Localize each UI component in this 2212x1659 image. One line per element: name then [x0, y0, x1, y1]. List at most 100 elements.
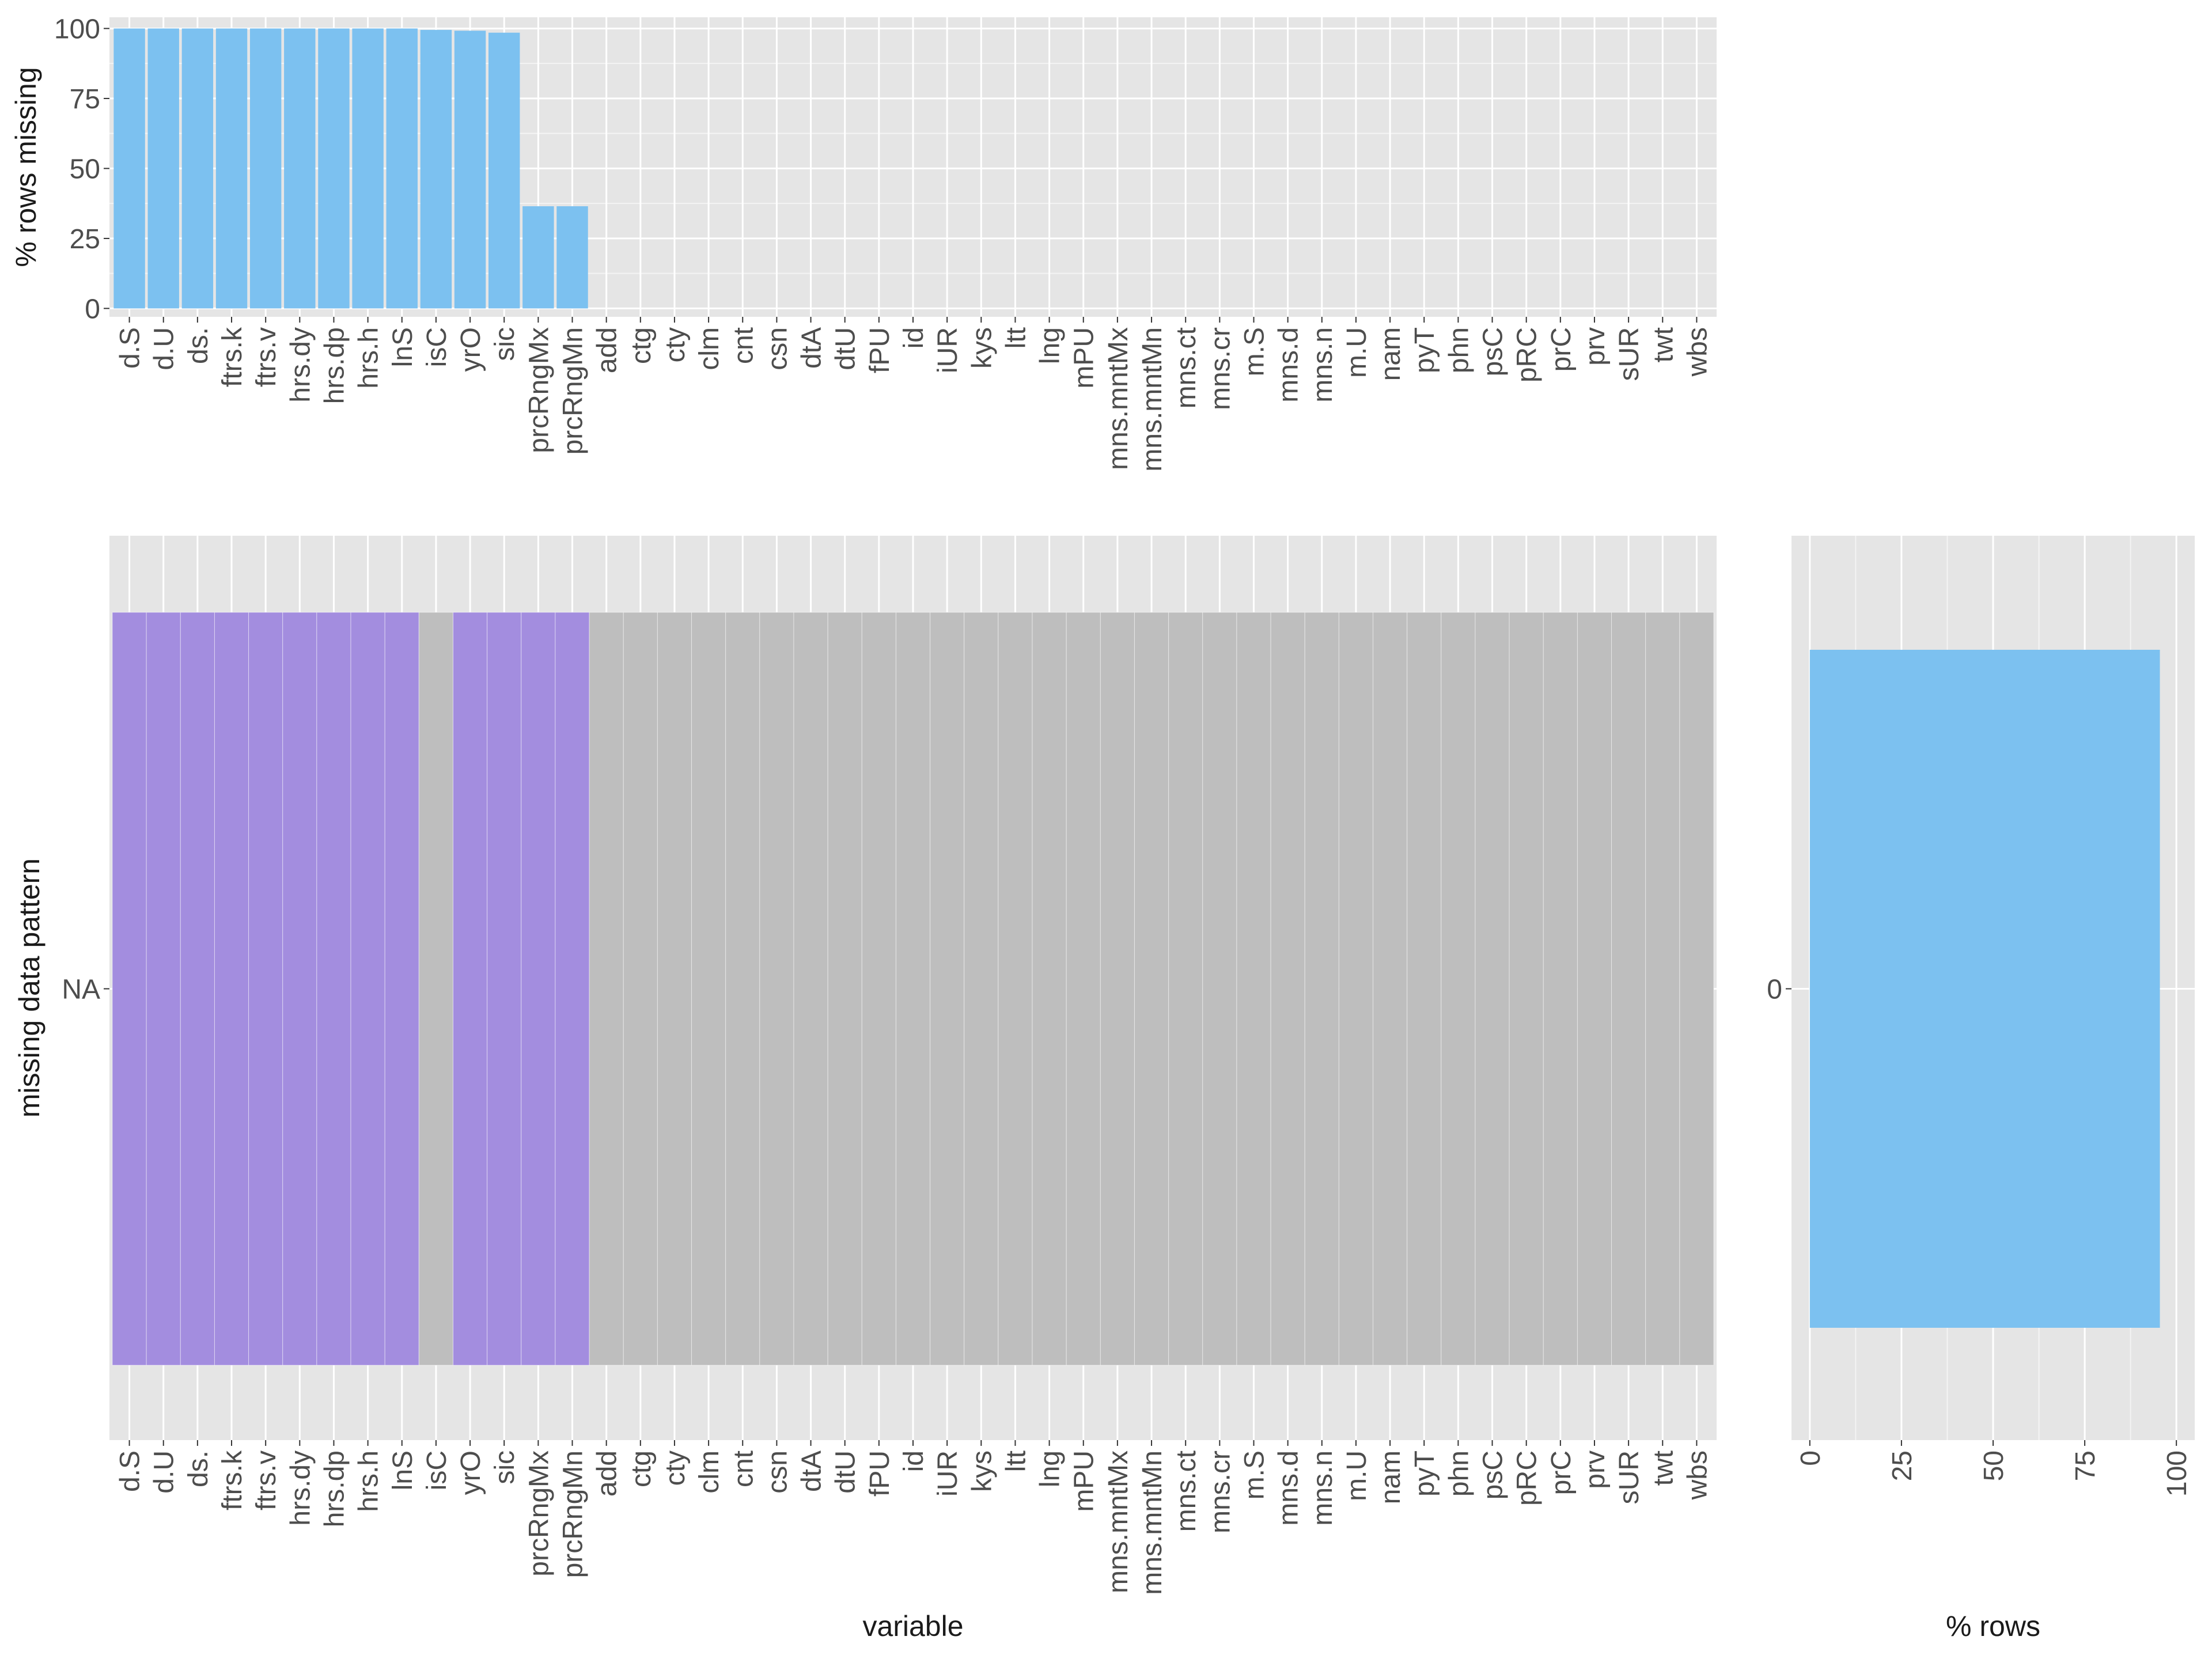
top-bar	[488, 32, 520, 309]
present-tile	[1032, 612, 1067, 1366]
main-x-tick-label: d.U	[149, 1450, 180, 1494]
present-tile	[998, 612, 1033, 1366]
present-tile	[1066, 612, 1101, 1366]
top-x-tick-label: mns.d	[1274, 327, 1304, 403]
top-bar	[556, 206, 588, 309]
present-tile	[1611, 612, 1646, 1366]
main-x-tick-label: dtA	[797, 1450, 827, 1492]
main-x-tick-label: pyT	[1410, 1450, 1440, 1497]
top-bar	[318, 28, 350, 309]
present-tile	[1475, 612, 1510, 1366]
top-x-tick-label: ftrs.k	[217, 327, 248, 387]
present-tile	[1304, 612, 1339, 1366]
present-tile	[1168, 612, 1203, 1366]
present-tile	[623, 612, 658, 1366]
missing-tile	[384, 612, 419, 1366]
main-x-tick-label: mns.n	[1308, 1450, 1338, 1526]
top-x-tick-label: prv	[1580, 327, 1611, 366]
missing-tile	[452, 612, 488, 1366]
present-tile	[793, 612, 828, 1366]
top-x-tick-label: mns.mntMx	[1103, 327, 1134, 470]
present-tile	[861, 612, 896, 1366]
top-x-tick-label: sUR	[1614, 327, 1645, 381]
top-x-tick-label: m.S	[1239, 327, 1270, 376]
top-x-tick-label: dtA	[797, 327, 827, 369]
top-x-tick-label: kys	[967, 327, 997, 369]
top-x-tick-label: ltt	[1001, 327, 1031, 349]
main-x-tick-label: mns.mntMx	[1103, 1450, 1134, 1593]
missing-tile	[555, 612, 590, 1366]
main-x-tick-label: sic	[490, 1450, 520, 1484]
top-bar	[249, 28, 282, 309]
main-x-tick-label: mPU	[1069, 1450, 1100, 1512]
main-y-axis-label: missing data pattern	[13, 858, 46, 1118]
present-tile	[1373, 612, 1408, 1366]
main-x-tick-label: id	[899, 1450, 929, 1472]
top-y-tick-label: 0	[85, 294, 100, 324]
main-x-tick-label: m.S	[1239, 1450, 1270, 1499]
missing-tile	[180, 612, 215, 1366]
main-x-ticks: d.S d.U ds. ftrs.k ftrs.v hrs.dy hrs.dp hrs.h ln…	[115, 1440, 1713, 1595]
top-x-tick-label: iUR	[933, 327, 963, 373]
main-x-tick-label: twt	[1648, 1450, 1679, 1486]
present-tile	[1100, 612, 1135, 1366]
main-x-tick-label: cnt	[728, 1450, 759, 1487]
main-x-tick-label: hrs.h	[354, 1450, 384, 1512]
top-x-tick-label: add	[592, 327, 623, 373]
top-bar	[284, 28, 316, 309]
right-x-tick-label: 25	[1887, 1450, 1918, 1481]
top-y-ticks: 0 25 50 75 100	[54, 14, 109, 324]
top-x-tick-label: id	[899, 327, 929, 349]
top-x-tick-label: yrO	[456, 327, 486, 372]
top-x-tick-label: pyT	[1410, 327, 1440, 373]
main-x-tick-label: phn	[1444, 1450, 1474, 1497]
present-tile	[1645, 612, 1680, 1366]
main-x-tick-label: yrO	[456, 1450, 486, 1495]
main-x-tick-label: psC	[1478, 1450, 1509, 1499]
main-x-tick-label: iUR	[933, 1450, 963, 1497]
top-x-tick-label: prcRngMn	[558, 327, 589, 454]
top-x-tick-label: mns.mntMn	[1137, 327, 1168, 472]
main-x-tick-label: wbs	[1682, 1450, 1713, 1500]
top-x-tick-label: fPU	[865, 327, 895, 373]
main-x-tick-label: sUR	[1614, 1450, 1645, 1504]
top-x-tick-label: cty	[660, 327, 691, 362]
top-x-tick-label: mns.n	[1308, 327, 1338, 403]
top-bar	[522, 206, 554, 309]
top-x-tick-label: wbs	[1682, 327, 1713, 377]
top-x-tick-label: lng	[1035, 327, 1066, 364]
missing-tile	[487, 612, 522, 1366]
top-y-tick-label: 75	[70, 84, 100, 115]
main-x-tick-label: pRC	[1512, 1450, 1543, 1506]
top-y-tick-label: 50	[70, 154, 100, 184]
main-x-tick-label: ftrs.v	[251, 1450, 282, 1510]
top-x-tick-label: psC	[1478, 327, 1509, 376]
missing-tile	[112, 612, 147, 1366]
top-bar	[420, 29, 452, 309]
present-tile	[1679, 612, 1714, 1366]
missing-tile	[282, 612, 317, 1366]
top-x-tick-label: nam	[1376, 327, 1406, 381]
top-x-tick-label: mns.cr	[1205, 327, 1236, 410]
present-tile	[589, 612, 624, 1366]
main-x-tick-label: prv	[1580, 1450, 1611, 1489]
present-tile	[1338, 612, 1374, 1366]
top-x-tick-label: ftrs.v	[251, 327, 282, 387]
top-x-tick-label: hrs.dy	[285, 327, 316, 403]
main-x-tick-label: kys	[967, 1450, 997, 1492]
top-bar	[181, 28, 214, 309]
present-tile	[1509, 612, 1544, 1366]
top-x-tick-label: sic	[490, 327, 520, 361]
present-tile	[895, 612, 931, 1366]
main-x-tick-label: hrs.dp	[319, 1450, 350, 1527]
main-x-tick-label: mns.ct	[1171, 1450, 1202, 1532]
present-tile	[1407, 612, 1442, 1366]
present-tile	[827, 612, 862, 1366]
top-x-tick-label: clm	[694, 327, 725, 370]
top-bar	[215, 28, 248, 309]
top-bar	[454, 31, 486, 309]
present-tile	[1134, 612, 1169, 1366]
right-bar	[1809, 650, 2160, 1328]
